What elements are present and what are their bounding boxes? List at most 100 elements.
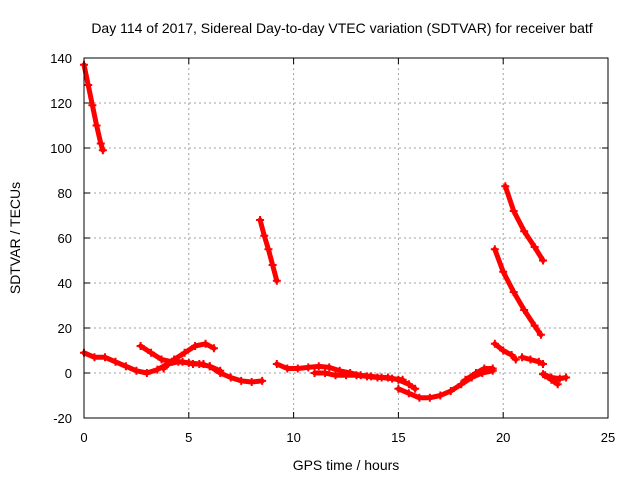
data-point	[520, 306, 529, 314]
y-tick-label: 20	[58, 321, 72, 336]
data-point	[547, 375, 556, 384]
data-point	[188, 360, 197, 368]
data-point	[88, 101, 97, 110]
series-line	[207, 363, 265, 385]
data-point	[247, 378, 256, 386]
data-point	[283, 364, 292, 373]
series-arc12	[490, 245, 545, 339]
x-tick-label: 5	[185, 430, 192, 445]
data-point	[404, 389, 413, 398]
data-point	[170, 355, 179, 364]
y-tick-label: 80	[58, 186, 72, 201]
series-line	[492, 341, 519, 362]
series-line	[312, 370, 418, 392]
data-point	[209, 344, 218, 353]
data-point	[352, 371, 361, 380]
chart-title: Day 114 of 2017, Sidereal Day-to-day VTE…	[91, 20, 592, 36]
y-axis-label: SDTVAR / TECUs	[7, 182, 23, 294]
data-point	[539, 256, 548, 265]
y-tick-label: 40	[58, 276, 72, 291]
series-arc13	[501, 182, 548, 265]
data-point	[394, 375, 403, 384]
data-point	[180, 348, 189, 357]
data-point	[293, 364, 302, 373]
data-point	[526, 355, 535, 364]
series-line	[492, 246, 544, 338]
data-point	[394, 384, 403, 393]
series-arc14	[518, 353, 548, 368]
data-point	[226, 373, 235, 382]
data-point	[404, 380, 413, 389]
data-point	[534, 357, 543, 366]
series-arc10	[461, 364, 497, 384]
data-point	[383, 373, 392, 382]
data-point	[499, 346, 508, 355]
data-point	[509, 207, 518, 215]
data-point	[132, 366, 141, 375]
data-point	[518, 353, 527, 362]
data-point	[111, 357, 120, 366]
data-point	[310, 369, 319, 377]
data-point	[331, 371, 340, 380]
data-point	[199, 360, 208, 368]
data-point	[325, 363, 334, 372]
data-point	[304, 363, 313, 372]
data-point	[446, 387, 455, 395]
data-point	[216, 369, 225, 377]
data-point	[191, 342, 200, 350]
data-point	[98, 146, 107, 155]
data-point	[541, 371, 550, 380]
data-point	[314, 362, 323, 371]
data-point	[425, 393, 434, 402]
data-point	[272, 360, 281, 368]
data-point	[342, 371, 350, 380]
data-point	[511, 355, 520, 364]
x-tick-label: 25	[601, 430, 615, 445]
x-tick-label: 20	[496, 430, 510, 445]
data-point	[411, 384, 420, 393]
data-point	[415, 393, 424, 402]
data-point	[157, 355, 166, 364]
data-point	[536, 330, 545, 339]
x-tick-label: 15	[391, 430, 405, 445]
data-point	[90, 353, 99, 362]
data-point	[272, 276, 281, 285]
data-point	[153, 365, 162, 374]
series-arc11	[490, 339, 520, 364]
series-arc16	[541, 371, 562, 389]
data-point	[268, 261, 277, 269]
data-point	[96, 139, 105, 148]
data-point	[201, 339, 210, 348]
data-point	[260, 231, 269, 240]
series-line	[502, 183, 546, 263]
y-tick-label: 100	[50, 141, 72, 156]
data-point	[205, 362, 214, 371]
data-point	[488, 364, 497, 373]
data-point	[480, 364, 489, 373]
data-point	[530, 243, 539, 251]
data-point	[509, 288, 518, 296]
data-series	[80, 60, 571, 402]
data-point	[121, 362, 130, 371]
data-point	[100, 353, 109, 362]
series-arc6	[256, 216, 281, 285]
data-point	[530, 321, 539, 330]
series-arc8	[310, 369, 420, 393]
data-point	[457, 380, 466, 389]
data-point	[436, 391, 445, 400]
data-point	[92, 121, 101, 130]
data-point	[501, 182, 510, 191]
series-arc5	[205, 362, 267, 386]
data-point	[553, 380, 562, 389]
data-point	[520, 227, 529, 236]
y-tick-label: -20	[53, 411, 72, 426]
data-point	[258, 376, 267, 385]
series-line	[81, 62, 106, 153]
data-point	[178, 357, 187, 366]
data-point	[461, 375, 470, 384]
series-arc4	[159, 339, 218, 373]
data-point	[555, 374, 564, 383]
y-tick-label: 0	[65, 366, 72, 381]
data-point	[264, 245, 273, 254]
